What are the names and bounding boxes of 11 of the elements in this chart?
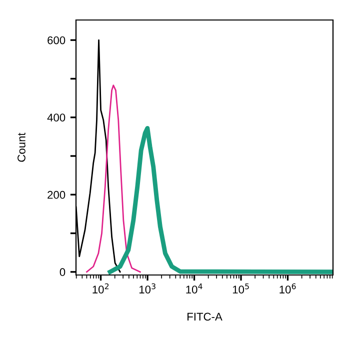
y-tick-label: 600 [48,36,66,44]
x-tick-label: 10$^{3}$ [139,283,156,294]
y-tick-label: 200 [48,190,66,199]
x-tick-label: 10$^{2}$ [92,283,109,294]
y-tick-label: 0 [60,268,66,276]
x-tick-label: 10$^{4}$ [186,283,202,294]
y-axis-title: Count [18,132,26,162]
y-tick-label: 400 [47,114,66,122]
x-tick-label: 10$^{5}$ [232,283,249,294]
x-axis-title: FITC-A [188,312,222,321]
x-tick-label: 10$^{6}$ [280,283,296,294]
